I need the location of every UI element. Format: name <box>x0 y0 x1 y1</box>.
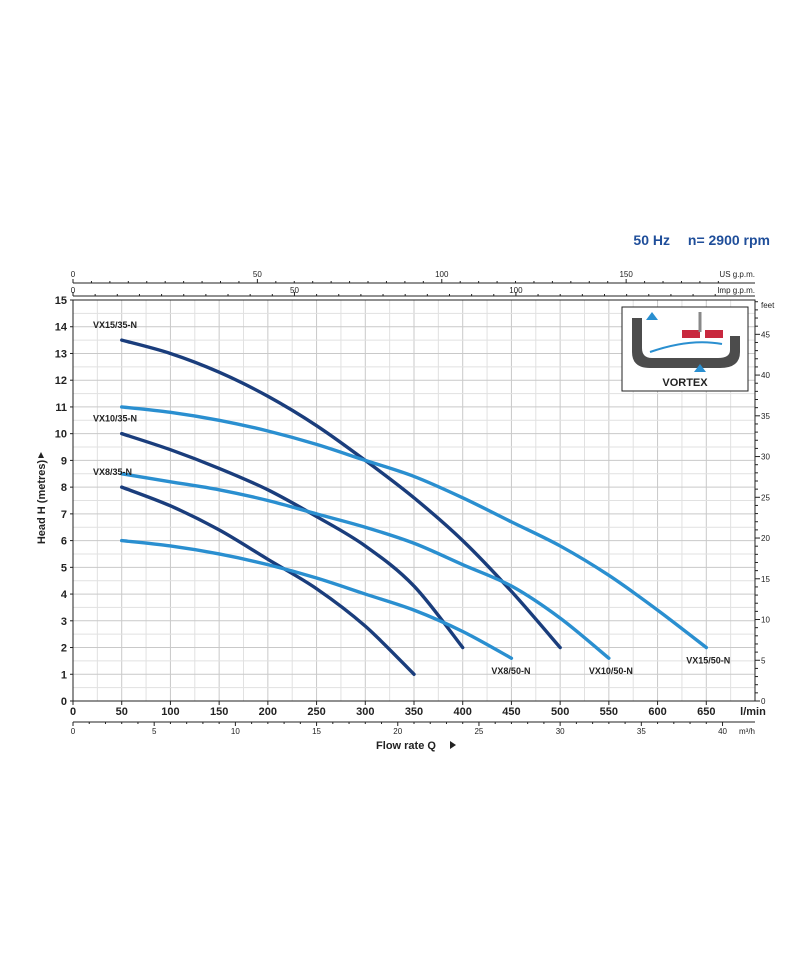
flow-out-arrow-icon <box>646 312 658 320</box>
x-tick-label: 50 <box>116 706 128 718</box>
m3h-tick-label: 20 <box>393 727 402 736</box>
y-tick-label: 5 <box>61 562 67 574</box>
us-gpm-tick-label: 150 <box>619 270 633 279</box>
imp-gpm-unit-label: Imp g.p.m. <box>717 286 755 295</box>
series-label: VX10/50-N <box>589 666 633 676</box>
x-tick-label: 550 <box>600 706 618 718</box>
x-tick-label: 100 <box>161 706 179 718</box>
feet-unit-label: feet <box>761 301 775 310</box>
m3h-tick-label: 10 <box>231 727 240 736</box>
m3h-tick-label: 15 <box>312 727 321 736</box>
y-tick-label: 0 <box>61 696 67 708</box>
x-tick-label: 250 <box>307 706 325 718</box>
feet-tick-label: 10 <box>761 616 770 625</box>
chart-header: 50 Hz n= 2900 rpm <box>619 232 770 248</box>
series-line-vx8-35-n <box>120 485 416 676</box>
x-tick-label: 200 <box>259 706 277 718</box>
x-tick-label: 150 <box>210 706 228 718</box>
y-tick-label: 9 <box>61 455 67 467</box>
us-gpm-tick-label: 50 <box>253 270 262 279</box>
m3h-tick-label: 35 <box>637 727 646 736</box>
x-tick-label: 650 <box>697 706 715 718</box>
feet-tick-label: 15 <box>761 575 770 584</box>
feet-tick-label: 45 <box>761 330 770 339</box>
y-tick-label: 1 <box>61 669 67 681</box>
y-tick-label: 13 <box>55 348 67 360</box>
y-axis-arrow-icon <box>38 452 44 458</box>
x-tick-label: 350 <box>405 706 423 718</box>
m3h-tick-label: 5 <box>152 727 157 736</box>
series-label: VX8/50-N <box>491 666 530 676</box>
feet-tick-label: 20 <box>761 534 770 543</box>
series-lines <box>120 338 708 676</box>
feet-tick-label: 25 <box>761 493 770 502</box>
x-axis-title: Flow rate Q <box>376 740 436 752</box>
m3h-tick-label: 0 <box>71 727 76 736</box>
series-line-vx10-50-n <box>120 472 611 660</box>
x-tick-label: 600 <box>648 706 666 718</box>
feet-axis: 0 5 10 15 20 25 30 35 40 45 feet <box>755 301 775 706</box>
x-axis-arrow-icon <box>450 741 456 749</box>
x-tick-label: 400 <box>454 706 472 718</box>
y-tick-label: 3 <box>61 616 67 628</box>
m3h-tick-label: 30 <box>556 727 565 736</box>
x-tick-label: 0 <box>70 706 76 718</box>
y-tick-label: 14 <box>55 322 68 334</box>
series-label: VX15/50-N <box>686 656 730 666</box>
y-tick-label: 11 <box>55 402 67 414</box>
series-labels: VX15/35-N VX10/35-N VX8/35-N VX15/50-N VX10/… <box>93 320 730 676</box>
feet-tick-label: 35 <box>761 412 770 421</box>
y-tick-label: 8 <box>61 482 67 494</box>
vortex-inset: VORTEX <box>621 306 749 392</box>
y-tick-label: 12 <box>55 375 67 387</box>
series-line-vx15-35-n <box>120 338 562 650</box>
m3h-unit-label: m³/h <box>739 727 755 736</box>
series-line-vx10-35-n <box>120 431 465 650</box>
y-tick-label: 7 <box>61 509 67 521</box>
x-unit-label: l/min <box>740 706 766 718</box>
y-tick-label: 10 <box>55 429 67 441</box>
x-tick-label: 500 <box>551 706 569 718</box>
vortex-impeller-icon <box>632 318 740 368</box>
inset-label: VORTEX <box>662 377 708 389</box>
series-line-vx15-50-n <box>120 405 708 650</box>
m3h-tick-label: 25 <box>474 727 483 736</box>
imp-gpm-tick-label: 100 <box>509 286 523 295</box>
frequency-label: 50 Hz <box>633 232 670 248</box>
y-tick-label: 6 <box>61 536 67 548</box>
x-tick-label: 450 <box>502 706 520 718</box>
y-tick-label: 15 <box>55 295 67 307</box>
feet-tick-label: 0 <box>761 697 766 706</box>
imp-gpm-tick-label: 0 <box>71 286 76 295</box>
speed-label: n= 2900 rpm <box>687 232 770 248</box>
y-axis-title: Head H (metres) <box>36 459 48 544</box>
y-tick-label: 2 <box>61 643 67 655</box>
feet-tick-label: 40 <box>761 371 770 380</box>
series-label: VX15/35-N <box>93 320 137 330</box>
series-line-vx8-50-n <box>120 538 514 660</box>
us-gpm-tick-label: 0 <box>71 270 76 279</box>
y-tick-label: 4 <box>61 589 68 601</box>
series-label: VX8/35-N <box>93 467 132 477</box>
flow-in-arrow-icon <box>694 364 706 372</box>
top-axes: 0 50 100 150 0 50 100 US g.p.m. Imp g.p.m. <box>71 270 755 297</box>
imp-gpm-tick-label: 50 <box>290 286 299 295</box>
series-label: VX10/35-N <box>93 414 137 424</box>
feet-tick-label: 5 <box>761 656 766 665</box>
x-axis: 0 50 100 150 200 250 300 350 400 450 500 550 600 650 l… <box>70 701 766 736</box>
us-gpm-tick-label: 100 <box>435 270 449 279</box>
x-tick-label: 300 <box>356 706 374 718</box>
feet-tick-label: 30 <box>761 453 770 462</box>
m3h-tick-label: 40 <box>718 727 727 736</box>
us-gpm-unit-label: US g.p.m. <box>719 270 755 279</box>
